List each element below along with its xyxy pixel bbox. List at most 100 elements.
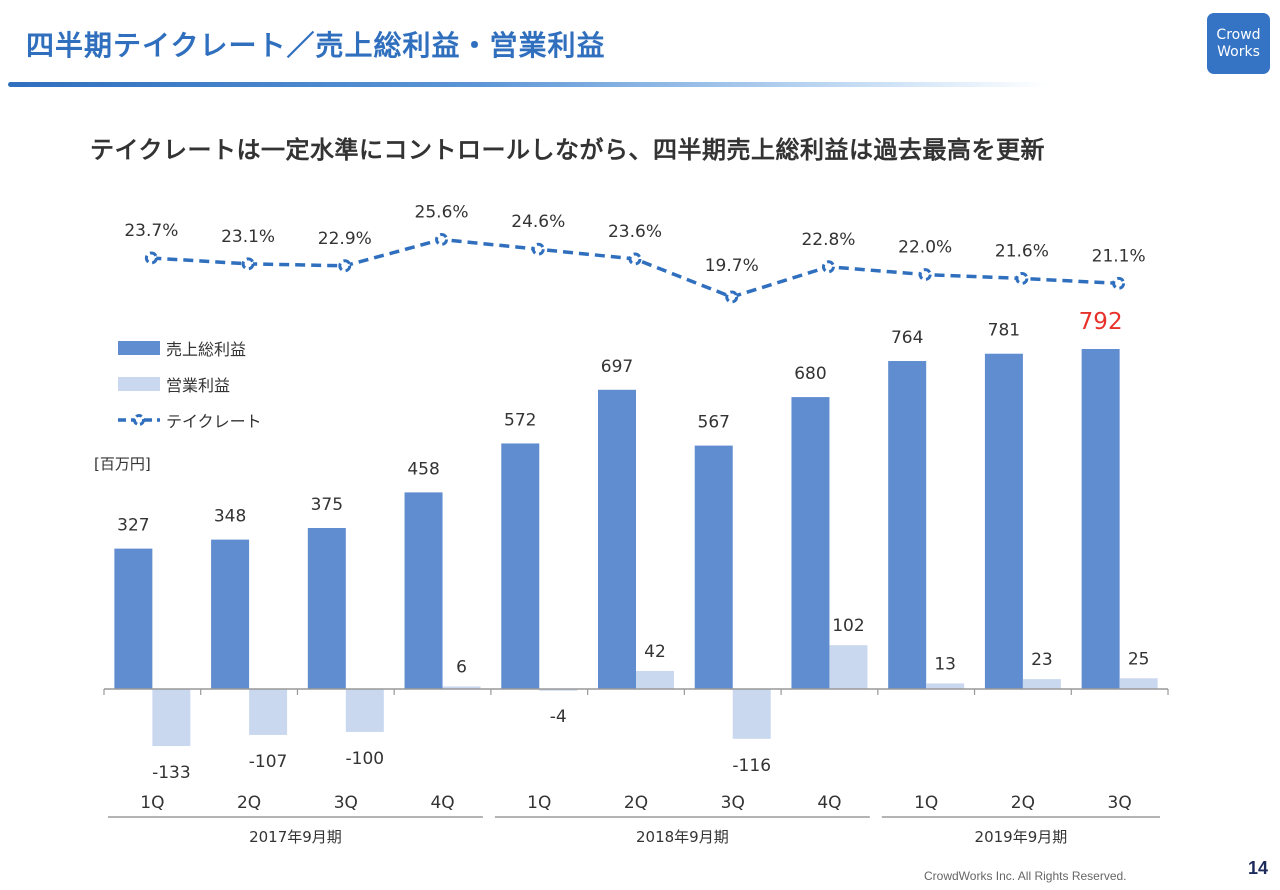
page-title: 四半期テイクレート／売上総利益・営業利益 — [26, 29, 606, 62]
x-tick-label: 3Q — [1108, 793, 1132, 813]
x-tick-label: 2Q — [624, 793, 648, 813]
data-label-take-rate: 23.7% — [124, 221, 178, 241]
data-label-take-rate: 22.0% — [898, 238, 952, 258]
take-rate-marker — [144, 251, 158, 265]
data-label-operating-profit: -133 — [152, 763, 191, 783]
bar-gross-profit — [984, 353, 1023, 689]
bar-gross-profit — [888, 361, 927, 689]
data-label-gross-profit: 680 — [794, 364, 826, 384]
data-label-take-rate: 23.6% — [608, 222, 662, 242]
data-label-operating-profit: 102 — [832, 616, 864, 636]
x-tick-label: 4Q — [817, 793, 841, 813]
legend-item-gross-profit: 売上総利益 — [118, 330, 262, 366]
logo-text-line2: Works — [1217, 43, 1260, 60]
data-label-take-rate: 22.8% — [801, 230, 855, 250]
bar-operating-profit — [1022, 679, 1061, 689]
legend-label-gross-profit: 売上総利益 — [166, 340, 247, 359]
data-label-gross-profit: 327 — [117, 516, 149, 536]
bar-operating-profit — [442, 686, 481, 689]
bar-gross-profit — [791, 397, 830, 689]
bar-operating-profit — [636, 670, 674, 689]
x-tick-label: 4Q — [430, 793, 454, 813]
x-tick-label: 2Q — [1011, 793, 1035, 813]
data-label-gross-profit: 792 — [1079, 309, 1123, 335]
bar-operating-profit — [1119, 678, 1158, 689]
legend-swatch-gross-profit — [118, 341, 160, 355]
x-tick-label: 1Q — [140, 793, 164, 813]
data-label-operating-profit: -100 — [346, 749, 385, 769]
data-label-gross-profit: 697 — [601, 357, 633, 377]
x-tick-label: 2Q — [237, 793, 261, 813]
title-underline — [8, 82, 1048, 87]
legend-item-take-rate: テイクレート — [118, 402, 262, 438]
data-label-gross-profit: 764 — [891, 328, 923, 348]
bar-gross-profit — [598, 389, 636, 689]
x-tick-label: 3Q — [721, 793, 745, 813]
logo-text-line1: Crowd — [1216, 26, 1261, 43]
data-label-take-rate: 19.7% — [705, 256, 759, 276]
take-rate-marker — [1015, 271, 1029, 285]
take-rate-marker — [821, 260, 835, 274]
page-number: 14 — [1248, 858, 1269, 878]
copyright-footer: CrowdWorks Inc. All Rights Reserved. — [924, 869, 1127, 883]
bar-gross-profit — [404, 492, 443, 689]
data-label-take-rate: 24.6% — [511, 212, 565, 232]
take-rate-marker — [435, 232, 449, 246]
take-rate-marker — [918, 268, 932, 282]
bar-operating-profit — [249, 689, 288, 735]
bar-operating-profit — [152, 689, 191, 747]
data-label-gross-profit: 572 — [504, 410, 536, 430]
crowdworks-logo: Crowd Works — [1207, 13, 1270, 74]
group-label: 2019年9月期 — [975, 828, 1068, 846]
data-label-take-rate: 21.1% — [1092, 246, 1146, 266]
data-label-operating-profit: 25 — [1128, 649, 1150, 669]
take-rate-marker — [338, 259, 352, 273]
bar-operating-profit — [539, 689, 578, 691]
data-label-take-rate: 25.6% — [415, 202, 469, 222]
take-rate-marker — [1112, 276, 1126, 290]
data-label-take-rate: 22.9% — [318, 229, 372, 249]
bar-gross-profit — [1081, 349, 1120, 689]
data-label-operating-profit: -116 — [732, 756, 771, 776]
legend-swatch-operating-profit — [118, 377, 160, 391]
data-label-take-rate: 21.6% — [995, 241, 1049, 261]
bar-gross-profit — [307, 528, 346, 689]
bar-gross-profit — [114, 548, 153, 689]
group-label: 2017年9月期 — [249, 828, 342, 846]
take-rate-marker — [531, 242, 545, 256]
bar-operating-profit — [926, 683, 965, 689]
data-label-gross-profit: 375 — [311, 495, 343, 515]
data-label-gross-profit: 348 — [214, 507, 246, 527]
chart-legend: 売上総利益 営業利益 テイクレート — [118, 330, 262, 438]
legend-label-take-rate: テイクレート — [166, 412, 262, 431]
take-rate-marker — [628, 252, 642, 266]
data-label-operating-profit: 42 — [644, 642, 666, 662]
data-label-take-rate: 23.1% — [221, 227, 275, 247]
data-label-operating-profit: 13 — [934, 654, 956, 674]
bar-operating-profit — [829, 645, 868, 689]
group-label: 2018年9月期 — [636, 828, 729, 846]
bar-gross-profit — [694, 445, 733, 689]
data-label-gross-profit: 781 — [988, 321, 1020, 341]
legend-item-operating-profit: 営業利益 — [118, 366, 262, 402]
x-tick-label: 1Q — [527, 793, 551, 813]
take-rate-line — [151, 237, 1119, 299]
data-label-gross-profit: 458 — [407, 459, 439, 479]
data-label-operating-profit: -107 — [249, 752, 288, 772]
bar-gross-profit — [211, 539, 250, 689]
bar-operating-profit — [732, 689, 771, 739]
bar-operating-profit — [345, 689, 384, 732]
legend-label-operating-profit: 営業利益 — [166, 376, 231, 395]
x-tick-label: 3Q — [334, 793, 358, 813]
data-label-gross-profit: 567 — [698, 413, 730, 433]
legend-swatch-take-rate — [118, 414, 160, 426]
x-tick-label: 1Q — [914, 793, 938, 813]
data-label-operating-profit: 23 — [1031, 650, 1053, 670]
bar-gross-profit — [501, 443, 540, 689]
slide-subtitle: テイクレートは一定水準にコントロールしながら、四半期売上総利益は過去最高を更新 — [90, 136, 1046, 164]
take-rate-marker — [241, 257, 255, 271]
take-rate-marker — [725, 290, 739, 304]
data-label-operating-profit: 6 — [456, 657, 467, 677]
unit-label: [百万円] — [94, 455, 151, 473]
